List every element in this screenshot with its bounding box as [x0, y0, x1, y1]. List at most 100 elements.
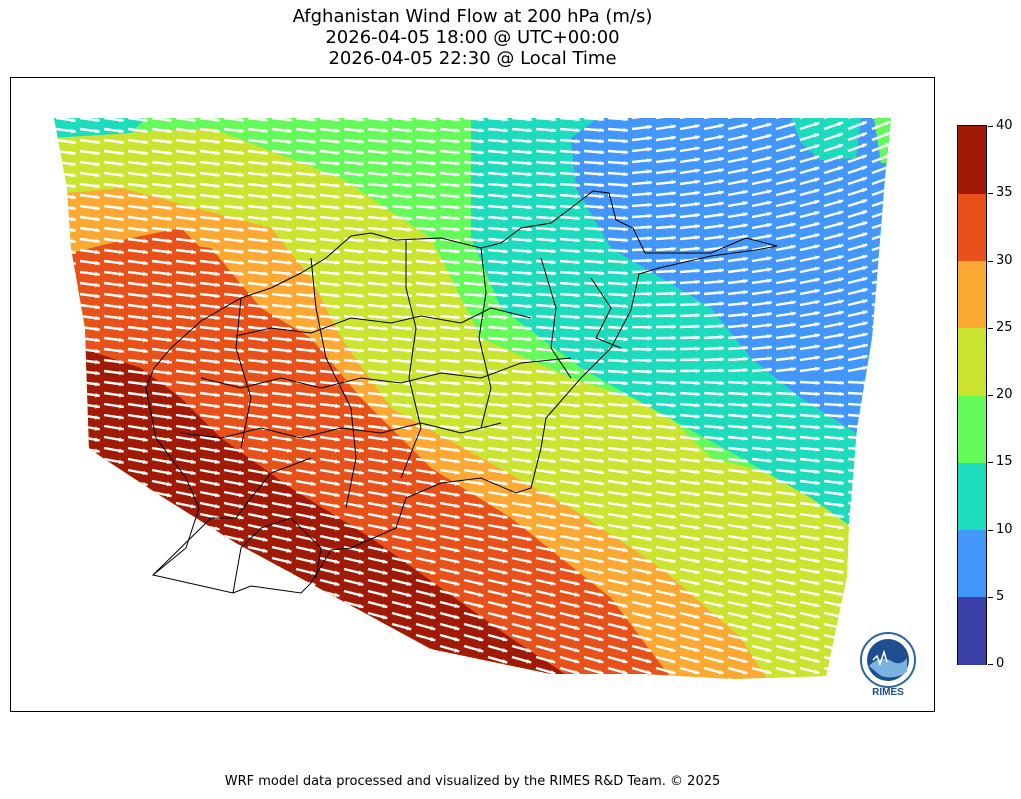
wind-vector-head [790, 255, 796, 261]
wind-vector-head [167, 271, 172, 277]
wind-vector-head [742, 591, 748, 597]
wind-vector-head [166, 459, 172, 465]
wind-vector-head [431, 459, 436, 464]
wind-vector [871, 479, 891, 485]
wind-vector-head [526, 614, 532, 620]
wind-vector [896, 310, 915, 316]
wind-vector-head [142, 470, 148, 476]
wind-vector-head [143, 194, 148, 200]
wind-vector-head [359, 348, 364, 353]
wind-vector-head [95, 249, 100, 255]
wind-vector [823, 118, 844, 120]
wind-vector-head [431, 304, 436, 309]
wind-vector-head [694, 558, 700, 564]
wind-vector-head [695, 246, 700, 251]
wind-vector-head [598, 536, 604, 542]
wind-vector-head [767, 514, 772, 519]
wind-vector-head [335, 260, 340, 265]
wind-vector [896, 121, 914, 129]
wind-vector-head [622, 569, 628, 575]
wind-vector-head [766, 681, 771, 685]
wind-vector [391, 677, 412, 679]
wind-vector-head [70, 582, 76, 587]
wind-vector-head [238, 637, 244, 642]
wind-vector-head [214, 537, 220, 542]
wind-vector-head [455, 403, 460, 408]
wind-vector-head [646, 636, 652, 642]
wind-vector-head [455, 315, 460, 320]
wind-vector-head [838, 155, 844, 160]
wind-vector-head [359, 337, 364, 342]
wind-vector-head [575, 414, 580, 419]
wind-vector-head [430, 637, 436, 642]
wind-vector-head [119, 271, 124, 277]
wind-vector-head [191, 205, 196, 211]
wind-vector-head [526, 670, 532, 675]
wind-vector-head [694, 658, 700, 664]
wind-vector-head [671, 425, 676, 430]
wind-vector-head [478, 503, 484, 508]
wind-vector-head [190, 604, 196, 609]
wind-vector-head [287, 216, 292, 221]
wind-vector [295, 611, 316, 620]
wind-vector [271, 677, 292, 679]
wind-vector-head [262, 682, 267, 686]
wind-vector [703, 677, 724, 679]
wind-vector-head [695, 190, 700, 196]
wind-vector-head [143, 415, 148, 420]
wind-vector [727, 118, 748, 120]
wind-vector-head [359, 161, 364, 166]
wind-vector-head [671, 280, 676, 285]
wind-vector-head [238, 503, 244, 509]
wind-vector-head [551, 118, 556, 122]
wind-vector-head [838, 355, 844, 360]
wind-vector-head [263, 337, 268, 343]
wind-vector-head [695, 503, 700, 508]
wind-vector-head [551, 215, 556, 221]
wind-vector-head [71, 216, 76, 222]
wind-vector-head [214, 648, 220, 653]
colorbar-segment [958, 462, 986, 530]
wind-vector-head [886, 221, 891, 226]
wind-vector-head [430, 681, 435, 685]
wind-vector [223, 644, 244, 654]
wind-vector-head [119, 282, 124, 288]
wind-vector-head [815, 380, 820, 386]
wind-vector-head [527, 139, 532, 144]
wind-vector-head [431, 359, 436, 364]
wind-vector-head [695, 268, 700, 274]
wind-vector-head [215, 150, 220, 156]
wind-vector-head [71, 348, 76, 354]
wind-vector-head [454, 614, 460, 620]
wind-vector [55, 534, 76, 543]
wind-vector-head [94, 626, 100, 631]
wind-vector-head [863, 525, 868, 530]
wind-vector-head [118, 626, 124, 631]
wind-vector [896, 288, 915, 294]
wind-vector-head [359, 249, 364, 254]
wind-vector-head [93, 659, 99, 665]
wind-vector-head [646, 614, 652, 619]
wind-vector [896, 355, 915, 360]
wind-vector-head [191, 392, 196, 398]
wind-vector-head [646, 669, 652, 675]
colorbar-tick-mark [988, 395, 993, 396]
wind-vector-head [623, 314, 628, 320]
wind-vector-head [886, 232, 891, 237]
wind-vector-head [311, 161, 316, 166]
wind-vector-head [886, 309, 891, 315]
wind-vector-head [909, 143, 914, 147]
wind-vector-head [406, 536, 412, 542]
wind-vector-head [719, 212, 724, 218]
wind-vector [871, 332, 891, 340]
wind-vector-head [358, 503, 364, 509]
wind-vector-head [166, 470, 172, 476]
wind-vector-head [863, 469, 868, 474]
wind-vector-head [862, 321, 868, 326]
wind-vector-head [551, 259, 556, 265]
wind-vector-head [335, 370, 340, 375]
wind-vector-head [190, 670, 195, 676]
wind-vector [175, 589, 196, 598]
wind-vector [55, 457, 76, 464]
wind-vector-head [431, 216, 436, 221]
